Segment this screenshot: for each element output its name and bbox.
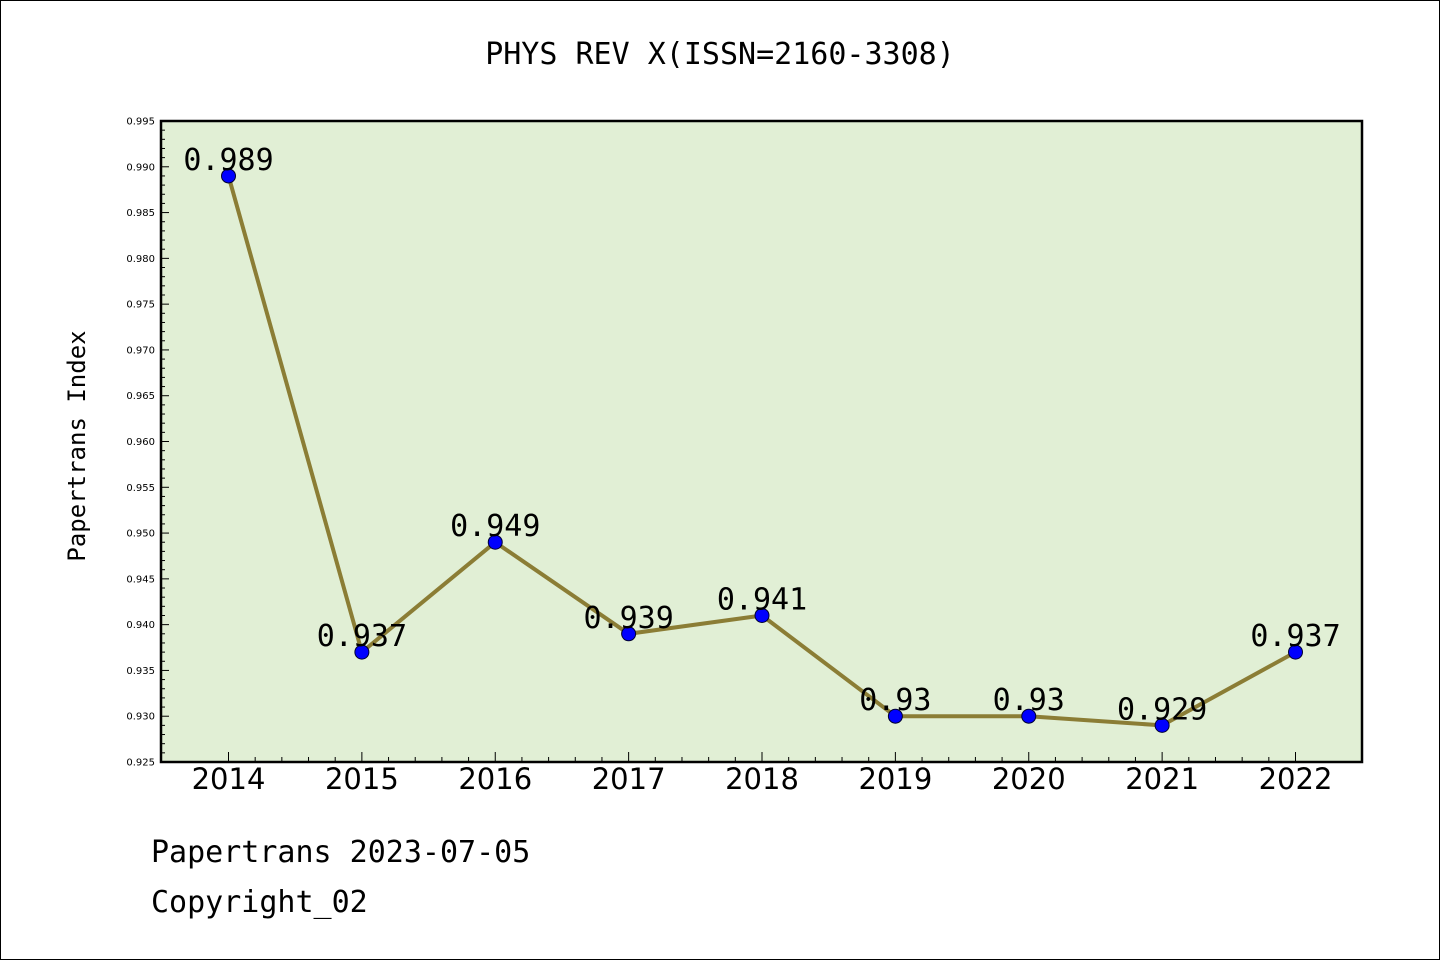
x-tick-label: 2016 [458,762,532,796]
x-tick-label: 2019 [858,762,932,796]
x-tick-label: 2020 [992,762,1066,796]
data-label: 0.93 [993,683,1065,718]
footer-copyright: Copyright_02 [151,885,368,920]
y-tick-label: 0.925 [126,758,155,769]
y-tick-label: 0.945 [126,574,155,585]
data-point [487,534,503,550]
y-tick-label: 0.960 [126,437,155,448]
x-tick-label: 2015 [325,762,399,796]
footer-date: Papertrans 2023-07-05 [151,835,531,870]
y-tick-label: 0.985 [126,208,155,219]
y-tick-label: 0.930 [126,712,155,723]
data-label: 0.941 [717,582,807,617]
data-point [754,607,770,623]
y-tick-label: 0.970 [126,345,155,356]
y-tick-label: 0.935 [126,666,155,677]
chart-title: PHYS REV X(ISSN=2160-3308) [485,37,955,72]
y-tick-label: 0.965 [126,391,155,402]
data-label: 0.93 [859,683,931,718]
data-label: 0.937 [1250,619,1340,654]
data-point [1021,708,1037,724]
y-tick-label: 0.995 [126,117,155,128]
y-tick-label: 0.980 [126,254,155,265]
plot-area [161,121,1362,762]
data-label: 0.937 [317,619,407,654]
data-point [1288,644,1303,660]
data-label: 0.989 [183,143,273,178]
x-axis-ticks: 2014 2015 2016 2017 2018 2019 2020 2021 2022 [192,752,1333,796]
x-tick-label: 2021 [1125,762,1199,796]
data-point [1154,717,1170,733]
x-tick-label: 2017 [592,762,666,796]
data-point [887,708,903,724]
series-group [221,168,1303,733]
x-tick-label: 2018 [725,762,799,796]
x-tick-label: 2022 [1259,762,1333,796]
y-axis-ticks: 0.925 0.930 0.935 0.940 0.945 0.950 0.955 0.960… [126,117,169,769]
y-tick-label: 0.955 [126,483,155,494]
data-point [621,626,637,642]
y-tick-label: 0.990 [126,162,155,173]
data-labels: 0.989 0.937 0.949 0.939 0.941 0.93 0.93 0.929 0.… [183,143,1340,727]
data-label: 0.929 [1117,692,1207,727]
data-point [354,644,370,660]
data-label: 0.939 [583,601,673,636]
data-point [221,168,236,184]
data-label: 0.949 [450,509,540,544]
plot-border [159,119,1364,764]
y-tick-label: 0.940 [126,620,155,631]
y-tick-label: 0.975 [126,300,155,311]
y-tick-label: 0.950 [126,529,155,540]
x-tick-label: 2014 [192,762,266,796]
